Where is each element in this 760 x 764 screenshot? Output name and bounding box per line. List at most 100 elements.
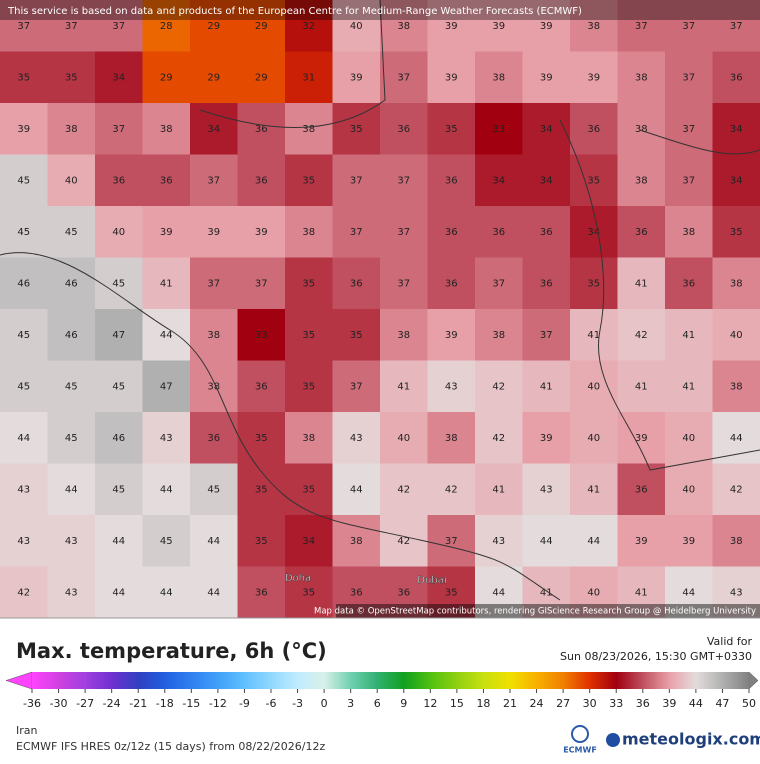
temp-value: 35 <box>445 587 458 598</box>
temp-value: 42 <box>17 587 30 598</box>
temp-value: 38 <box>730 381 743 392</box>
temp-value: 39 <box>207 227 220 238</box>
temp-value: 39 <box>540 433 553 444</box>
ecmwf-icon <box>572 726 588 742</box>
colorbar-segment <box>722 672 749 689</box>
temp-value: 36 <box>160 175 173 186</box>
colorbar-arrow-right <box>749 672 758 689</box>
valid-label: Valid for <box>707 635 753 648</box>
temp-value: 38 <box>635 72 648 83</box>
temp-value: 40 <box>682 484 695 495</box>
temp-value: 45 <box>112 278 125 289</box>
temp-value: 45 <box>160 536 173 547</box>
temp-value: 35 <box>17 72 30 83</box>
temp-value: 29 <box>207 21 220 32</box>
temp-value: 37 <box>492 278 505 289</box>
temp-value: 34 <box>302 536 315 547</box>
temp-value: 39 <box>682 536 695 547</box>
temp-value: 40 <box>587 381 600 392</box>
temp-value: 35 <box>302 330 315 341</box>
temp-value: 46 <box>65 278 78 289</box>
temp-value: 41 <box>635 278 648 289</box>
temp-value: 37 <box>112 21 125 32</box>
temp-value: 35 <box>350 330 363 341</box>
temp-value: 39 <box>255 227 268 238</box>
temp-value: 37 <box>682 21 695 32</box>
colorbar-tick-label: 21 <box>503 697 517 710</box>
banner: This service is based on data and produc… <box>7 6 582 17</box>
temp-value: 44 <box>112 587 125 598</box>
meteologix-text: meteologix.com <box>622 730 760 749</box>
temp-value: 37 <box>540 330 553 341</box>
temp-value: 37 <box>65 21 78 32</box>
colorbar-segment <box>271 672 298 689</box>
temp-value: 36 <box>445 278 458 289</box>
temp-value: 35 <box>730 227 743 238</box>
temp-value: 35 <box>255 484 268 495</box>
temp-value: 36 <box>635 484 648 495</box>
ecmwf-text: ECMWF <box>563 746 597 755</box>
temp-value: 38 <box>397 21 410 32</box>
colorbar-segment <box>696 672 723 689</box>
colorbar-tick-label: 3 <box>347 697 354 710</box>
temp-value: 39 <box>160 227 173 238</box>
place-label: Dubai <box>417 575 446 586</box>
temp-value: 36 <box>397 587 410 598</box>
temp-value: 35 <box>255 433 268 444</box>
legend-title: Max. temperature, 6h (°C) <box>16 639 327 663</box>
temp-value: 38 <box>160 124 173 135</box>
temp-value: 29 <box>207 72 220 83</box>
colorbar-tick-label: 12 <box>423 697 437 710</box>
temp-value: 40 <box>587 587 600 598</box>
temp-value: 38 <box>730 536 743 547</box>
temp-value: 37 <box>635 21 648 32</box>
temp-value: 44 <box>207 587 220 598</box>
temp-value: 47 <box>112 330 125 341</box>
temp-value: 43 <box>730 587 743 598</box>
temp-value: 35 <box>302 381 315 392</box>
temp-value: 41 <box>540 381 553 392</box>
colorbar-segment <box>298 672 325 689</box>
temp-value: 36 <box>540 278 553 289</box>
colorbar-tick-label: 30 <box>583 697 597 710</box>
colorbar-segment <box>165 672 192 689</box>
colorbar-tick-label: -15 <box>182 697 200 710</box>
colorbar-arrow-left <box>6 672 32 689</box>
temp-value: 37 <box>207 278 220 289</box>
temp-value: 33 <box>255 330 268 341</box>
temp-value: 41 <box>587 484 600 495</box>
temp-value: 38 <box>492 72 505 83</box>
colorbar-segment <box>643 672 670 689</box>
region: Iran <box>16 724 38 737</box>
temp-value: 38 <box>302 433 315 444</box>
place-label: Doha <box>285 573 311 584</box>
colorbar-tick-label: 6 <box>374 697 381 710</box>
temp-value: 44 <box>540 536 553 547</box>
temp-value: 38 <box>302 124 315 135</box>
temp-value: 36 <box>350 278 363 289</box>
temp-value: 37 <box>397 72 410 83</box>
temp-value: 40 <box>112 227 125 238</box>
temp-value: 36 <box>255 381 268 392</box>
temp-value: 36 <box>255 175 268 186</box>
temp-value: 39 <box>445 72 458 83</box>
temp-value: 39 <box>445 21 458 32</box>
temp-value: 43 <box>540 484 553 495</box>
temp-value: 44 <box>587 536 600 547</box>
colorbar-segment <box>324 672 351 689</box>
temp-value: 33 <box>492 124 505 135</box>
temp-value: 45 <box>207 484 220 495</box>
temp-value: 41 <box>682 381 695 392</box>
temp-value: 38 <box>350 536 363 547</box>
temp-value: 34 <box>492 175 505 186</box>
colorbar-tick-label: -24 <box>103 697 121 710</box>
temp-value: 37 <box>17 21 30 32</box>
temp-value: 38 <box>635 175 648 186</box>
temp-value: 41 <box>587 330 600 341</box>
temp-value: 34 <box>207 124 220 135</box>
colorbar-segment <box>616 672 643 689</box>
colorbar-tick-label: 39 <box>662 697 676 710</box>
temp-value: 36 <box>682 278 695 289</box>
temp-value: 36 <box>730 72 743 83</box>
